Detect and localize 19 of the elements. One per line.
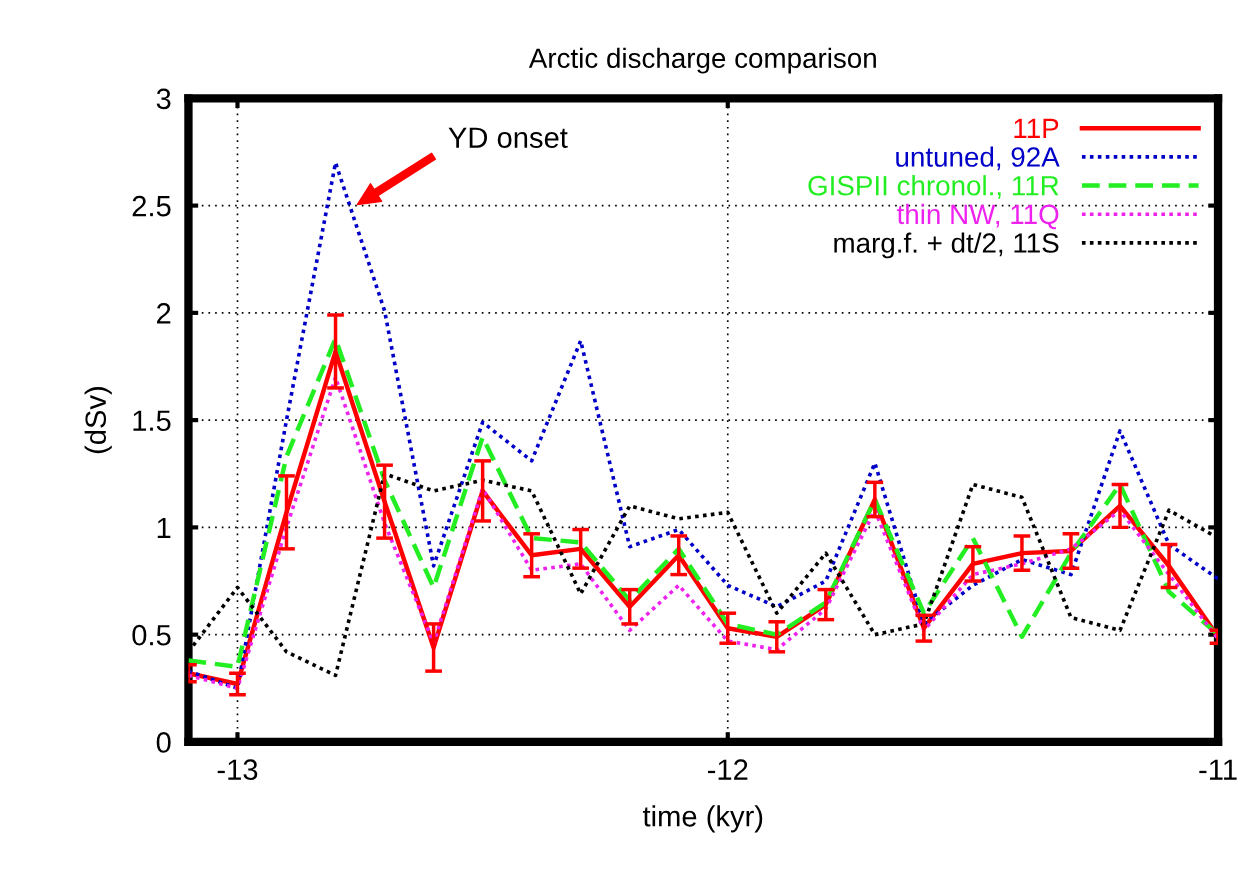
annotation: YD onset [448, 127, 568, 148]
y-tick-label: 2 [157, 303, 171, 324]
legend-label: GISPII chronol., 11R [808, 175, 1059, 199]
y-tick-label: 3 [156, 88, 171, 110]
chart-title: Arctic discharge comparison [528, 47, 876, 74]
y-tick-label: 0.5 [132, 624, 171, 646]
y-axis-title: (dSv) [84, 387, 112, 454]
y-tick-label: 1 [157, 517, 171, 538]
legend-label: untuned, 92A [896, 146, 1060, 171]
x-axis-title: time (kyr) [642, 805, 763, 833]
legend-label: thin NW, 11Q [897, 203, 1059, 230]
y-tick-label: 0 [156, 732, 171, 753]
legend-label: 11P [1014, 118, 1059, 138]
x-tick-label: -12 [707, 759, 748, 780]
x-tick-label: -11 [1199, 759, 1237, 780]
y-tick-label: 2.5 [132, 195, 171, 217]
x-tick-label: -13 [217, 759, 258, 780]
y-tick-label: 1.5 [133, 410, 171, 431]
legend-label: marg.f. + dt/2, 11S [834, 232, 1059, 259]
